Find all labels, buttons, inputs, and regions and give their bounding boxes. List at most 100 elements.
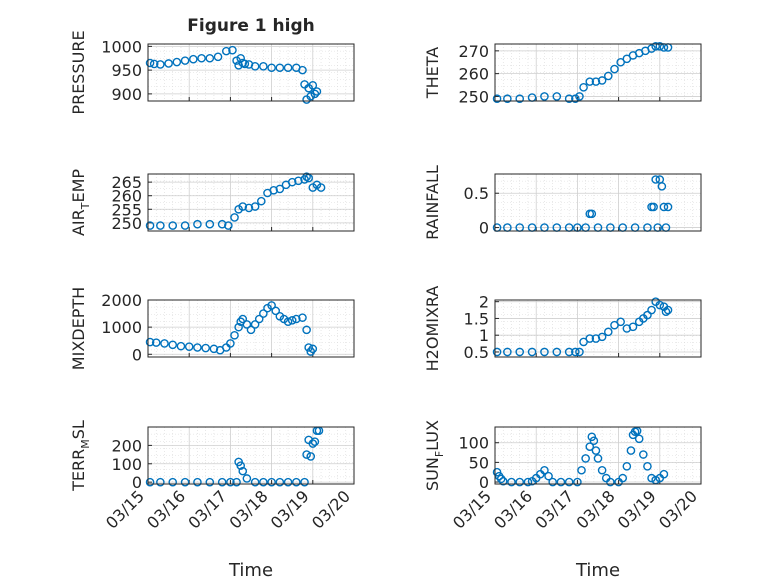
data-point: [571, 94, 580, 104]
data-point: [283, 317, 293, 327]
data-point: [246, 325, 256, 335]
data-point: [267, 301, 276, 310]
data-point: [176, 341, 186, 351]
y-label-suffix: EMP: [69, 169, 88, 203]
y-tick-label: 1000: [101, 318, 142, 337]
data-point: [302, 172, 311, 182]
data-point: [552, 347, 562, 357]
data-point: [283, 63, 293, 73]
y-tick-label: 250: [111, 214, 142, 233]
data-point: [589, 436, 599, 446]
y-tick-label: 270: [458, 42, 489, 61]
data-point: [604, 71, 613, 81]
data-point: [228, 45, 237, 55]
y-tick-label: 0: [132, 473, 142, 492]
data-point: [581, 454, 590, 463]
data-point: [585, 442, 595, 451]
data-point: [172, 57, 182, 67]
data-point: [300, 477, 309, 487]
x-axis-label: Time: [575, 560, 620, 581]
data-point: [168, 477, 178, 487]
data-point: [591, 77, 601, 86]
data-point: [577, 465, 586, 475]
y-tick-label: 50: [469, 453, 489, 472]
data-point: [498, 476, 508, 486]
data-point: [302, 450, 311, 459]
data-point: [205, 219, 215, 229]
y-tick-label: 260: [458, 65, 489, 84]
data-point: [238, 314, 248, 324]
data-point: [156, 60, 165, 69]
x-tick-label: 03/18: [573, 487, 619, 533]
data-point: [180, 221, 190, 230]
y-label-suffix: SL: [69, 420, 88, 439]
data-point: [651, 175, 660, 184]
data-point: [236, 53, 245, 63]
x-tick-label: 03/15: [449, 487, 495, 533]
data-point: [298, 65, 307, 75]
axes-frame: [494, 299, 702, 358]
data-point: [156, 221, 165, 230]
data-point: [540, 465, 549, 475]
data-point: [259, 62, 268, 71]
subplot-5: 0 1000 2000 MIXDEPTH: [69, 287, 355, 370]
data-point: [271, 306, 281, 316]
data-point: [657, 182, 667, 191]
data-point: [287, 177, 297, 187]
subplot-1: 900 950 1000 PRESSURE: [69, 30, 355, 115]
y-tick-label: 0: [479, 219, 489, 238]
data-point: [552, 92, 562, 101]
x-tick-label: 03/19: [267, 487, 313, 533]
subplot-6: 0.511.52 H2OMIXRA: [423, 286, 702, 371]
data-point: [634, 434, 644, 444]
data-point: [663, 305, 673, 315]
data-point: [663, 202, 673, 212]
data-point: [575, 347, 584, 357]
data-point: [628, 322, 638, 332]
data-point: [292, 314, 301, 324]
data-point: [515, 94, 525, 104]
data-point: [308, 439, 318, 448]
data-point: [275, 63, 285, 73]
data-point: [230, 330, 239, 340]
data-point: [643, 462, 652, 471]
data-point: [238, 466, 248, 476]
data-point: [226, 339, 235, 348]
data-point: [292, 477, 301, 487]
figure-title: Figure 1 high: [187, 16, 315, 36]
axes-frame: [147, 299, 355, 358]
data-point: [610, 64, 619, 74]
data-point: [226, 477, 235, 487]
data-point: [585, 77, 595, 86]
data-point: [168, 340, 178, 350]
y-tick-label: 255: [111, 200, 142, 219]
data-point: [254, 314, 264, 324]
subplot-2: 250 260 270 THETA: [423, 41, 702, 106]
y-axis-label: AIRTEMP: [69, 169, 92, 236]
data-point: [579, 83, 588, 92]
y-tick-label: 1.5: [464, 309, 489, 328]
data-point: [269, 185, 278, 195]
data-point: [564, 94, 574, 104]
data-point: [205, 53, 215, 63]
axes-frame: [147, 173, 355, 232]
data-point: [655, 41, 665, 51]
subplot-4: 0 0.5 RAINFALL: [423, 165, 702, 240]
data-point: [651, 41, 660, 51]
data-point: [151, 338, 161, 347]
data-point: [593, 454, 603, 463]
y-tick-label: 0: [132, 345, 142, 364]
axes-frame: [147, 43, 355, 102]
data-point: [242, 320, 252, 329]
data-point: [597, 76, 607, 85]
data-point: [302, 325, 311, 335]
data-point: [616, 317, 625, 327]
data-point: [622, 462, 632, 471]
x-tick-label: 03/16: [143, 487, 189, 533]
y-label-subscript: F: [433, 451, 446, 457]
data-point: [238, 202, 248, 211]
data-point: [647, 44, 656, 53]
data-point: [259, 477, 268, 487]
data-point: [548, 477, 557, 487]
